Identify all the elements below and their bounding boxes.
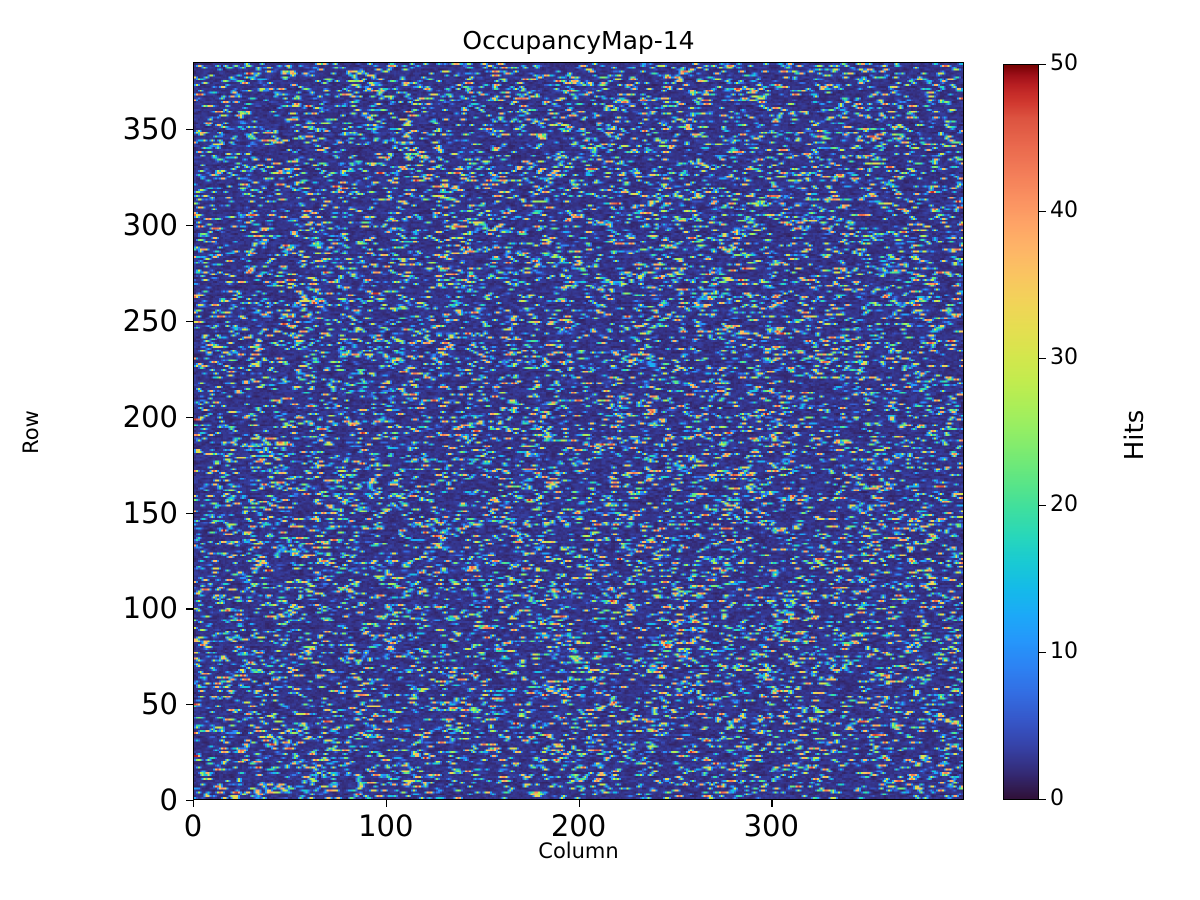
ytick-mark bbox=[186, 224, 193, 227]
ytick-mark bbox=[186, 416, 193, 418]
page-title: OccupancyMap-14 bbox=[462, 26, 695, 55]
colorbar-tick-mark bbox=[1039, 64, 1046, 66]
colorbar-tick-label: 0 bbox=[1050, 786, 1064, 811]
colorbar-tick-mark bbox=[1039, 211, 1046, 213]
xtick-label: 300 bbox=[743, 809, 799, 843]
y-axis-label: Row bbox=[19, 410, 43, 454]
colorbar-tick-label: 20 bbox=[1050, 492, 1078, 517]
ytick-mark bbox=[186, 320, 193, 323]
colorbar-tick-label: 30 bbox=[1050, 345, 1078, 370]
heatmap-image bbox=[194, 63, 963, 799]
ytick-label: 150 bbox=[122, 495, 178, 530]
colorbar-tick-label: 50 bbox=[1050, 51, 1078, 76]
ytick-mark bbox=[186, 800, 193, 802]
colorbar-tick-label: 40 bbox=[1050, 198, 1078, 223]
ytick-label: 50 bbox=[141, 687, 178, 722]
colorbar-tick-label: 10 bbox=[1050, 639, 1078, 664]
heatmap-axes[interactable] bbox=[193, 62, 964, 800]
colorbar-label: Hits bbox=[1120, 409, 1150, 461]
xtick-label: 0 bbox=[183, 809, 203, 843]
colorbar-tick-mark bbox=[1039, 652, 1046, 654]
xtick-label: 100 bbox=[358, 809, 414, 843]
ytick-label: 0 bbox=[159, 783, 178, 817]
xtick-mark bbox=[578, 800, 580, 807]
ytick-mark bbox=[186, 608, 193, 610]
ytick-mark bbox=[186, 512, 193, 514]
xtick-mark bbox=[771, 800, 773, 807]
colorbar-tick-mark bbox=[1039, 799, 1046, 801]
xtick-mark bbox=[193, 800, 195, 807]
ytick-label: 200 bbox=[122, 399, 178, 434]
ytick-mark bbox=[186, 129, 193, 131]
colorbar-tick-mark bbox=[1039, 505, 1046, 507]
ytick-label: 300 bbox=[122, 207, 178, 242]
x-axis-label: Column bbox=[538, 839, 619, 863]
ytick-label: 250 bbox=[122, 303, 178, 338]
xtick-mark bbox=[385, 800, 388, 807]
ytick-label: 350 bbox=[122, 112, 178, 147]
colorbar-gradient bbox=[1004, 65, 1038, 799]
xtick-label: 200 bbox=[550, 809, 607, 843]
ytick-label: 100 bbox=[122, 591, 178, 626]
ytick-mark bbox=[186, 704, 193, 706]
colorbar[interactable] bbox=[1003, 64, 1039, 800]
colorbar-tick-mark bbox=[1039, 358, 1046, 360]
